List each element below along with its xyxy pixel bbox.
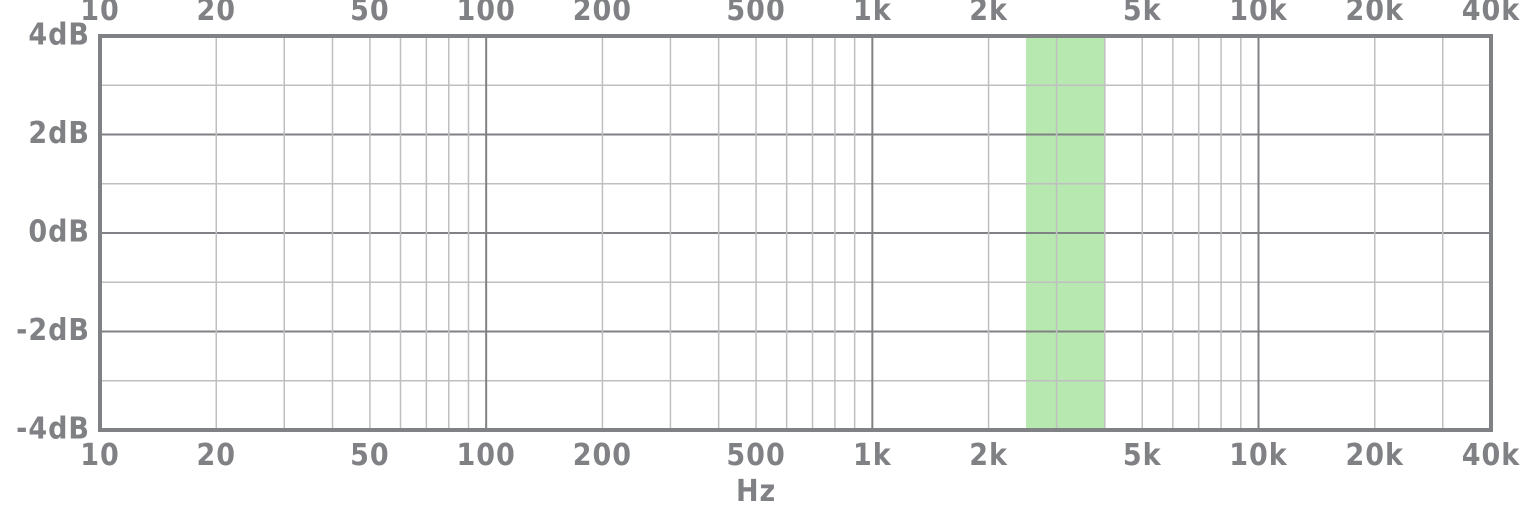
x-tick-label-top: 500	[726, 0, 785, 28]
x-tick-label-bottom: 5k	[1123, 438, 1162, 473]
x-tick-label-bottom: 100	[456, 438, 515, 473]
y-tick-label: -4dB	[16, 412, 90, 447]
x-tick-label-top: 10	[80, 0, 120, 28]
x-tick-label-top: 10k	[1229, 0, 1288, 28]
x-tick-label-bottom: 200	[573, 438, 632, 473]
x-tick-label-bottom: 10k	[1229, 438, 1288, 473]
x-tick-label-top: 50	[350, 0, 390, 28]
x-tick-label-bottom: 50	[350, 438, 390, 473]
x-tick-label-top: 20k	[1345, 0, 1404, 28]
x-tick-label-top: 2k	[969, 0, 1008, 28]
x-tick-label-bottom: 10	[80, 438, 120, 473]
x-tick-label-bottom: 500	[726, 438, 785, 473]
x-tick-label-bottom: 20k	[1345, 438, 1404, 473]
x-tick-label-top: 20	[196, 0, 236, 28]
x-tick-label-bottom: 40k	[1462, 438, 1521, 473]
y-tick-label: 2dB	[28, 116, 90, 151]
x-tick-label-top: 40k	[1462, 0, 1521, 28]
chart-svg: 4dB2dB0dB-2dB-4dB1020501002005001k2k5k10…	[0, 0, 1524, 510]
x-tick-label-top: 200	[573, 0, 632, 28]
x-tick-label-top: 5k	[1123, 0, 1162, 28]
x-tick-label-bottom: 2k	[969, 438, 1008, 473]
x-tick-label-bottom: 1k	[853, 438, 892, 473]
x-axis-unit-label: Hz	[736, 474, 776, 509]
y-tick-label: 0dB	[28, 215, 90, 250]
frequency-response-chart: 4dB2dB0dB-2dB-4dB1020501002005001k2k5k10…	[0, 0, 1524, 510]
x-tick-label-top: 100	[456, 0, 515, 28]
chart-background	[0, 0, 1524, 510]
x-tick-label-bottom: 20	[196, 438, 236, 473]
x-tick-label-top: 1k	[853, 0, 892, 28]
y-tick-label: -2dB	[16, 313, 90, 348]
